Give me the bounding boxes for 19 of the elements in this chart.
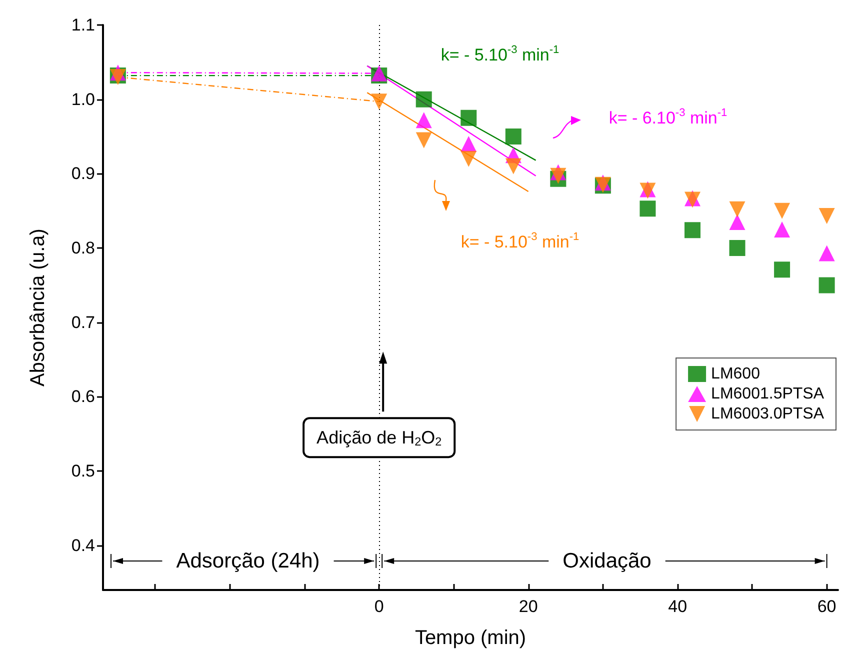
legend-label: LM600 [711, 366, 760, 382]
y-tick-label: 1.1 [71, 16, 95, 34]
legend-label: LM6001.5PTSA [711, 386, 824, 402]
x-axis-title: Tempo (min) [414, 627, 526, 649]
x-tick-label: 40 [668, 597, 688, 616]
annotation: Adsorção (24h) [176, 550, 320, 572]
y-tick-label: 0.8 [71, 238, 95, 258]
y-tick-label: 0.4 [71, 536, 95, 555]
annotation: Oxidação [562, 550, 652, 572]
y-tick-label: 1.0 [71, 90, 95, 109]
x-tick-label: 20 [518, 597, 538, 616]
y-tick-label: 0.5 [71, 462, 95, 481]
y-tick-label: 0.6 [71, 387, 95, 406]
y-tick-label: 0.9 [71, 164, 95, 184]
y-axis-title: Absorbância (u.a) [27, 228, 49, 386]
y-tick-label: 0.7 [71, 312, 95, 332]
x-tick-label: 60 [817, 597, 836, 616]
x-tick-label: 0 [374, 597, 384, 616]
legend-label: LM6003.0PTSA [711, 406, 824, 422]
